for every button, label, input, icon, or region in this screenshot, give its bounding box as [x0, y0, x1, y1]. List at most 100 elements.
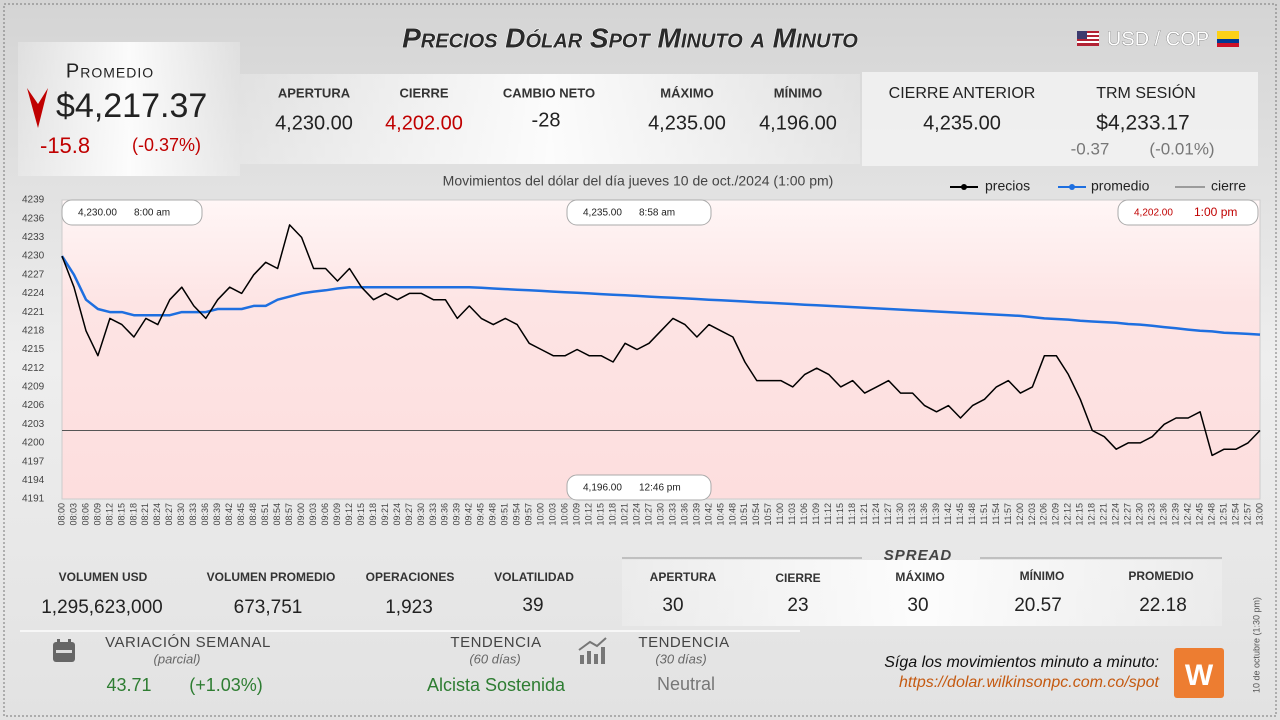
annotation-badge	[1117, 199, 1259, 226]
x-tick-label: 08:21	[140, 503, 150, 526]
x-tick-label: 11:15	[835, 503, 845, 525]
annotation-badge	[566, 474, 712, 501]
x-tick-label: 12:33	[1147, 503, 1157, 526]
x-tick-label: 11:51	[979, 503, 989, 525]
x-tick-label: 08:48	[248, 503, 258, 526]
x-tick-label: 08:27	[164, 503, 174, 526]
x-tick-label: 10:51	[739, 503, 749, 526]
x-tick-label: 10:54	[751, 503, 761, 526]
x-tick-label: 09:15	[356, 503, 366, 526]
x-tick-label: 09:21	[380, 503, 390, 526]
x-tick-label: 10:18	[607, 503, 617, 526]
x-tick-label: 10:39	[691, 503, 701, 526]
x-tick-label: 08:57	[284, 503, 294, 526]
trm-change: -0.37	[1071, 139, 1110, 158]
promedio-change: -15.8	[40, 133, 90, 158]
trm-label: TRM SESIÓN	[1096, 83, 1196, 102]
x-tick-label: 08:09	[92, 503, 102, 526]
x-tick-label: 08:15	[116, 503, 126, 526]
x-tick-label: 12:21	[1099, 503, 1109, 526]
weekly-pct: (+1.03%)	[189, 675, 263, 695]
promedio-label: Promedio	[66, 60, 154, 82]
annotation-price: 4,235.00	[583, 208, 622, 219]
annotation-time: 1:00 pm	[1194, 205, 1237, 219]
x-tick-label: 08:45	[236, 503, 246, 526]
x-tick-label: 12:15	[1075, 503, 1085, 526]
x-tick-label: 10:12	[583, 503, 593, 526]
spread-value: 23	[787, 595, 808, 616]
spread-label: APERTURA	[650, 570, 717, 584]
x-tick-label: 11:42	[943, 503, 953, 525]
x-tick-label: 08:03	[68, 503, 78, 526]
x-tick-label: 09:36	[440, 503, 450, 526]
spread-label: PROMEDIO	[1128, 569, 1193, 583]
x-tick-label: 11:33	[907, 503, 917, 525]
x-tick-label: 10:15	[595, 503, 605, 526]
x-tick-label: 11:21	[859, 503, 869, 525]
legend-label: promedio	[1091, 178, 1150, 194]
trend30-note: (30 días)	[655, 651, 706, 666]
trm-change-pct: (-0.01%)	[1149, 139, 1214, 158]
stat-label: MÍNIMO	[774, 85, 822, 100]
x-tick-label: 10:03	[548, 503, 558, 526]
y-tick-label: 4218	[22, 325, 45, 336]
previous-close-label: CIERRE ANTERIOR	[889, 85, 1036, 102]
x-tick-label: 12:27	[1123, 503, 1133, 526]
trm-value: $4,233.17	[1096, 112, 1189, 135]
x-tick-label: 09:48	[488, 503, 498, 526]
us-flag	[1077, 31, 1099, 46]
spread-value: 20.57	[1014, 595, 1062, 616]
x-tick-label: 09:57	[524, 503, 534, 526]
annotation-time: 8:00 am	[134, 208, 170, 219]
y-tick-label: 4227	[22, 269, 45, 280]
spread-label: MÍNIMO	[1020, 568, 1065, 583]
stat-value: -28	[532, 109, 561, 131]
x-tick-label: 09:06	[320, 503, 330, 526]
volume-label: OPERACIONES	[366, 570, 455, 584]
x-tick-label: 08:36	[200, 503, 210, 526]
x-tick-label: 12:03	[1027, 503, 1037, 526]
x-tick-label: 12:54	[1230, 503, 1240, 526]
x-tick-label: 10:09	[572, 503, 582, 526]
x-tick-label: 12:42	[1182, 503, 1192, 526]
x-tick-label: 10:36	[679, 503, 689, 526]
y-tick-label: 4194	[22, 475, 45, 486]
spread-value: 30	[907, 595, 928, 616]
y-tick-label: 4230	[22, 251, 45, 262]
x-tick-label: 11:00	[775, 503, 785, 525]
x-tick-label: 11:27	[883, 503, 893, 525]
x-tick-label: 08:30	[176, 503, 186, 526]
cta-text: Síga los movimientos minuto a minuto:	[884, 654, 1159, 671]
timestamp: 10 de octubre (1:30 pm)	[1251, 597, 1261, 693]
volume-value: 1,923	[385, 597, 433, 618]
x-tick-label: 08:18	[128, 503, 138, 526]
x-tick-label: 12:48	[1206, 503, 1216, 526]
y-tick-label: 4224	[22, 288, 45, 299]
y-tick-label: 4197	[22, 456, 45, 467]
volume-value: 39	[522, 595, 543, 616]
x-tick-label: 11:18	[847, 503, 857, 525]
site-link[interactable]: https://dolar.wilkinsonpc.com.co/spot	[899, 674, 1160, 691]
x-tick-label: 11:24	[871, 503, 881, 525]
y-tick-label: 4212	[22, 363, 45, 374]
x-tick-label: 09:54	[512, 503, 522, 526]
x-tick-label: 11:03	[787, 503, 797, 525]
x-tick-label: 12:36	[1159, 503, 1169, 526]
x-tick-label: 11:09	[811, 503, 821, 525]
x-tick-label: 09:03	[308, 503, 318, 526]
x-tick-label: 12:24	[1111, 503, 1121, 526]
y-tick-label: 4209	[22, 382, 45, 393]
spread-panel	[622, 560, 1222, 626]
x-tick-label: 08:39	[212, 503, 222, 526]
chart-subtitle: Movimientos del dólar del día jueves 10 …	[443, 173, 834, 189]
currency-pair: USD / COP	[1107, 28, 1209, 50]
x-tick-label: 11:12	[823, 503, 833, 525]
x-tick-label: 12:45	[1194, 503, 1204, 526]
x-tick-label: 12:06	[1039, 503, 1049, 526]
x-tick-label: 12:30	[1135, 503, 1145, 526]
spread-value: 22.18	[1139, 595, 1187, 616]
x-tick-label: 09:27	[404, 503, 414, 526]
spread-value: 30	[662, 595, 683, 616]
x-tick-label: 13:00	[1254, 503, 1264, 526]
